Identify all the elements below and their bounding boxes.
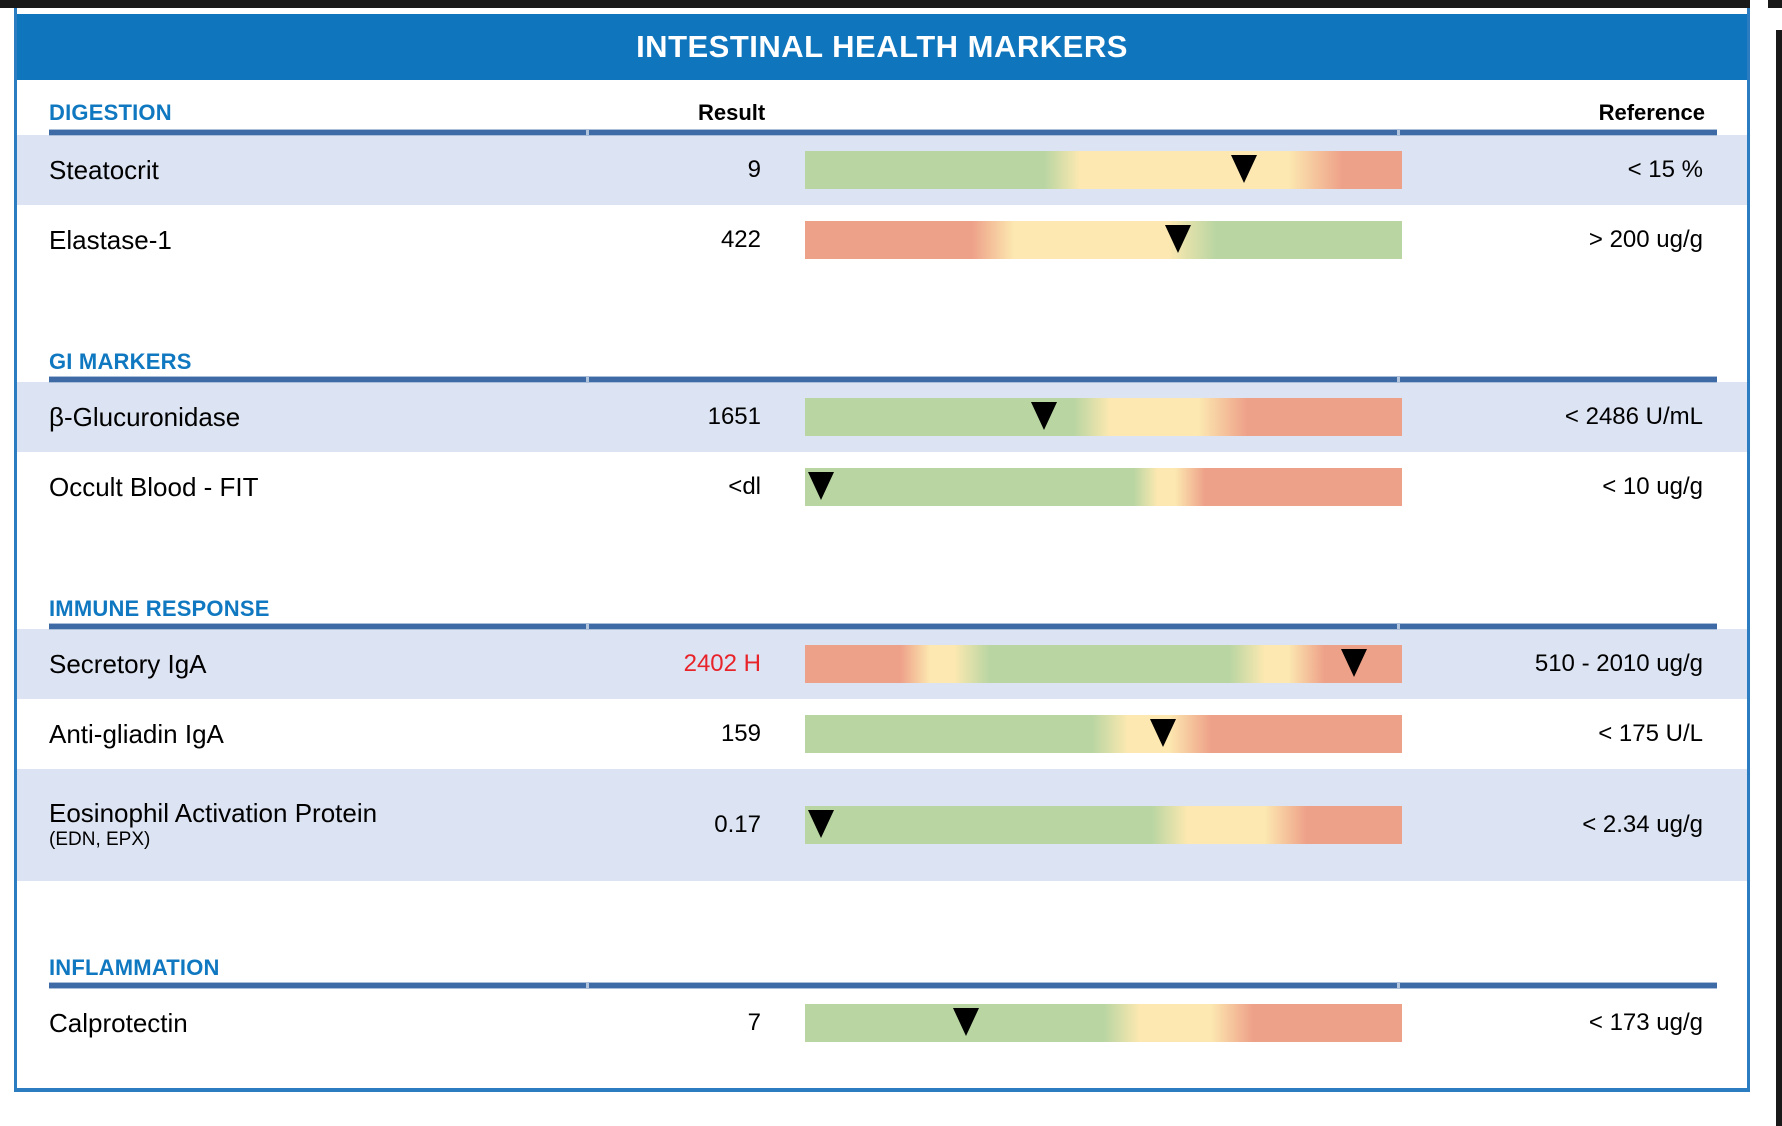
range-bar-cell — [761, 645, 1402, 683]
result-marker-icon — [1341, 649, 1368, 677]
reference-value: > 200 ug/g — [1588, 226, 1703, 253]
result-marker-icon — [1030, 402, 1057, 430]
marker-name: Steatocrit — [49, 155, 569, 185]
result-value: 7 — [747, 1009, 761, 1036]
marker-name-subtext: (EDN, EPX) — [49, 829, 151, 850]
range-bar — [805, 398, 1402, 436]
section-divider — [49, 130, 1717, 135]
range-bar — [805, 1004, 1402, 1042]
section-header-row: IMMUNE RESPONSE — [17, 594, 1747, 624]
marker-name-text: Eosinophil Activation Protein — [49, 798, 378, 828]
reference-value: < 10 ug/g — [1602, 473, 1703, 500]
range-bar-cell — [761, 468, 1402, 506]
section-label-immune-response: IMMUNE RESPONSE — [49, 596, 270, 621]
marker-row: Anti-gliadin IgA 159 < 175 U/L — [17, 699, 1747, 769]
range-bar — [805, 468, 1402, 506]
result-value: 1651 — [707, 403, 761, 430]
reference-value: 510 - 2010 ug/g — [1534, 650, 1703, 677]
marker-row: Elastase-1 422 > 200 ug/g — [17, 205, 1747, 275]
divider-column-gap — [1397, 983, 1400, 988]
range-bar — [805, 806, 1402, 844]
divider-column-gap — [586, 377, 589, 382]
result-marker-icon — [1150, 719, 1177, 747]
column-header-result: Result — [698, 100, 766, 125]
marker-row: Steatocrit 9 < 15 % — [17, 135, 1747, 205]
marker-name-text: Anti-gliadin IgA — [49, 719, 224, 749]
divider-column-gap — [586, 130, 589, 135]
range-bar-cell — [761, 151, 1402, 189]
table-header-row: DIGESTION Result Reference — [17, 98, 1747, 130]
marker-name-text: Occult Blood - FIT — [49, 472, 259, 502]
result-value: 2402 H — [683, 650, 761, 677]
marker-name: Calprotectin — [49, 1008, 569, 1038]
report-body: DIGESTION Result Reference Steatocrit 9 < 15 … — [17, 98, 1747, 1058]
result-value: 422 — [720, 226, 761, 253]
range-bar — [805, 221, 1402, 259]
section-label-inflammation: INFLAMMATION — [49, 955, 220, 980]
marker-name-text: Secretory IgA — [49, 649, 207, 679]
report-card: INTESTINAL HEALTH MARKERS DIGESTION Resul… — [14, 8, 1750, 1092]
result-marker-icon — [808, 810, 835, 838]
marker-name-text: Steatocrit — [49, 155, 159, 185]
section-divider — [49, 377, 1717, 382]
viewer-top-edge-notch — [1750, 0, 1768, 8]
range-bar-cell — [761, 1004, 1402, 1042]
column-header-reference: Reference — [1598, 100, 1705, 125]
marker-row: Occult Blood - FIT <dl < 10 ug/g — [17, 452, 1747, 522]
result-marker-icon — [1165, 225, 1192, 253]
marker-row: Secretory IgA 2402 H 510 - 2010 ug/g — [17, 629, 1747, 699]
divider-column-gap — [1397, 624, 1400, 629]
marker-row: Eosinophil Activation Protein (EDN, EPX) 0… — [17, 769, 1747, 881]
marker-name: Secretory IgA — [49, 649, 569, 679]
section-header-row: GI MARKERS — [17, 347, 1747, 377]
result-marker-icon — [1230, 155, 1257, 183]
section-label-digestion: DIGESTION — [49, 100, 172, 125]
result-marker-icon — [953, 1008, 980, 1036]
result-value: 159 — [720, 720, 761, 747]
marker-name: Eosinophil Activation Protein (EDN, EPX) — [49, 798, 569, 852]
viewer-right-edge — [1776, 30, 1782, 1126]
divider-column-gap — [586, 624, 589, 629]
marker-row: β-Glucuronidase 1651 < 2486 U/mL — [17, 382, 1747, 452]
report-title: INTESTINAL HEALTH MARKERS — [17, 14, 1747, 80]
result-value: <dl — [728, 473, 761, 500]
range-bar-cell — [761, 398, 1402, 436]
reference-value: < 175 U/L — [1598, 720, 1703, 747]
reference-value: < 15 % — [1627, 156, 1703, 183]
divider-column-gap — [586, 983, 589, 988]
reference-value: < 2486 U/mL — [1564, 403, 1703, 430]
range-bar — [805, 151, 1402, 189]
marker-name-text: Elastase-1 — [49, 225, 172, 255]
range-bar — [805, 715, 1402, 753]
result-marker-icon — [808, 472, 835, 500]
marker-name-text: β-Glucuronidase — [49, 402, 241, 432]
viewer-top-edge — [0, 0, 1782, 8]
section-divider — [49, 624, 1717, 629]
section-header-row: INFLAMMATION — [17, 953, 1747, 983]
marker-name: Anti-gliadin IgA — [49, 719, 569, 749]
marker-name: Elastase-1 — [49, 225, 569, 255]
reference-value: < 173 ug/g — [1588, 1009, 1703, 1036]
result-value: 0.17 — [714, 811, 761, 838]
divider-column-gap — [1397, 377, 1400, 382]
reference-value: < 2.34 ug/g — [1582, 811, 1703, 838]
marker-name: β-Glucuronidase — [49, 402, 569, 432]
range-bar-cell — [761, 221, 1402, 259]
marker-row: Calprotectin 7 < 173 ug/g — [17, 988, 1747, 1058]
section-label-gi-markers: GI MARKERS — [49, 349, 192, 374]
range-bar — [805, 645, 1402, 683]
marker-name: Occult Blood - FIT — [49, 472, 569, 502]
result-value: 9 — [747, 156, 761, 183]
marker-name-text: Calprotectin — [49, 1008, 188, 1038]
section-divider — [49, 983, 1717, 988]
divider-column-gap — [1397, 130, 1400, 135]
range-bar-cell — [761, 806, 1402, 844]
range-bar-cell — [761, 715, 1402, 753]
